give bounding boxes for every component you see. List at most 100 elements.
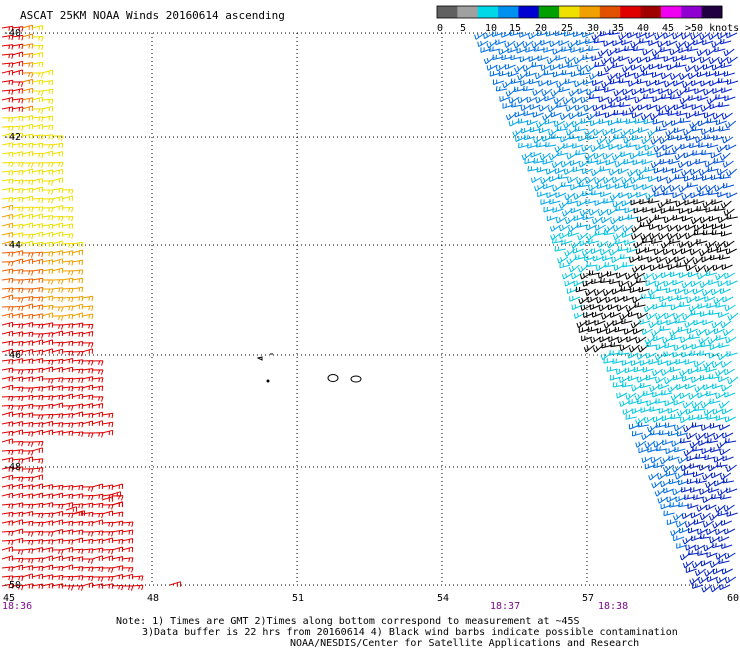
wind-barb [682,560,694,569]
wind-barb [666,519,678,526]
wind-barb [607,304,619,311]
wind-barb [1,474,14,481]
wind-barb [726,56,738,64]
wind-barb [91,547,104,553]
wind-barb [609,375,622,381]
wind-barb [577,232,589,241]
wind-barb [596,136,608,145]
wind-barb [621,39,633,46]
wind-barb [51,555,63,561]
wind-barb [73,510,85,516]
wind-barb [41,555,53,561]
wind-barb [91,483,104,490]
wind-barb [627,352,639,359]
wind-barb [597,240,609,248]
wind-barb [642,184,654,191]
wind-barb [21,288,34,294]
wind-barb [639,382,652,389]
wind-barb [71,548,84,555]
wind-barb [727,312,739,321]
legend-tick-label: 25 [561,23,573,34]
wind-barb [563,120,575,129]
wind-barb [713,328,725,335]
wind-barb [704,432,716,439]
wind-barb [658,88,670,95]
wind-barb [71,393,84,400]
wind-barb [692,583,704,589]
wind-barb [71,259,84,266]
wind-barb [725,336,737,344]
wind-barb [31,277,44,284]
wind-barb [679,117,691,124]
wind-barb [724,391,736,398]
wind-barb [31,213,43,219]
wind-barb [608,29,621,36]
wind-barb [41,162,54,168]
wind-barb [61,366,74,373]
wind-barb [61,413,74,419]
wind-barb [685,567,697,573]
wind-barb [562,96,574,105]
wind-barb [624,239,636,246]
wind-barb [667,224,679,232]
wind-barb [31,79,44,86]
wind-barb [692,288,704,295]
wind-barb [71,249,84,256]
wind-barb [61,216,74,222]
wind-barb [71,431,84,437]
wind-barb [693,199,705,205]
latitude-label: -40 [3,28,21,39]
wind-barb [91,420,103,426]
wind-barb [723,71,735,77]
wind-barb [51,503,64,510]
wind-barb [712,383,724,390]
wind-barb [1,251,14,258]
wind-barb [706,551,718,558]
wind-barb [11,386,24,393]
wind-barb [71,520,84,527]
wind-barb [1,566,14,572]
wind-barb [11,412,24,418]
wind-barb [11,492,24,499]
wind-barb [724,552,736,560]
wind-barb [604,224,616,233]
wind-barb [11,241,24,247]
wind-barb [724,304,736,312]
wind-barb [71,286,84,293]
wind-barb [21,340,34,346]
wind-barb [723,182,735,189]
wind-barb [31,186,44,193]
wind-barb [61,350,74,357]
wind-barb [22,441,34,447]
wind-barb [673,312,685,320]
wind-barb [651,71,663,78]
wind-barb [718,536,730,543]
wind-barb [21,450,34,456]
wind-barb [672,192,684,199]
wind-barb [41,231,54,238]
wind-barb [41,359,54,366]
wind-barb [21,78,34,85]
wind-barb [582,31,594,38]
wind-barb [51,492,64,499]
wind-barb [81,360,94,366]
note-line-2: 3)Data buffer is 22 hrs from 20160614 4)… [142,627,678,638]
wind-barb [81,368,94,374]
wind-barb [81,331,94,337]
wind-barb [101,510,114,517]
wind-barb [1,53,14,59]
wind-barb [621,381,634,388]
wind-barb [61,305,74,311]
wind-barb [686,432,698,440]
wind-barb [21,151,34,157]
wind-barb [538,127,551,134]
wind-barb [41,348,53,354]
wind-barb [675,40,687,49]
wind-barb [699,32,711,41]
wind-barb [71,377,84,384]
wind-barb [21,195,34,202]
wind-barb [11,340,24,347]
wind-barb [671,167,683,174]
wind-barb [588,238,600,245]
wind-barb [696,48,708,57]
